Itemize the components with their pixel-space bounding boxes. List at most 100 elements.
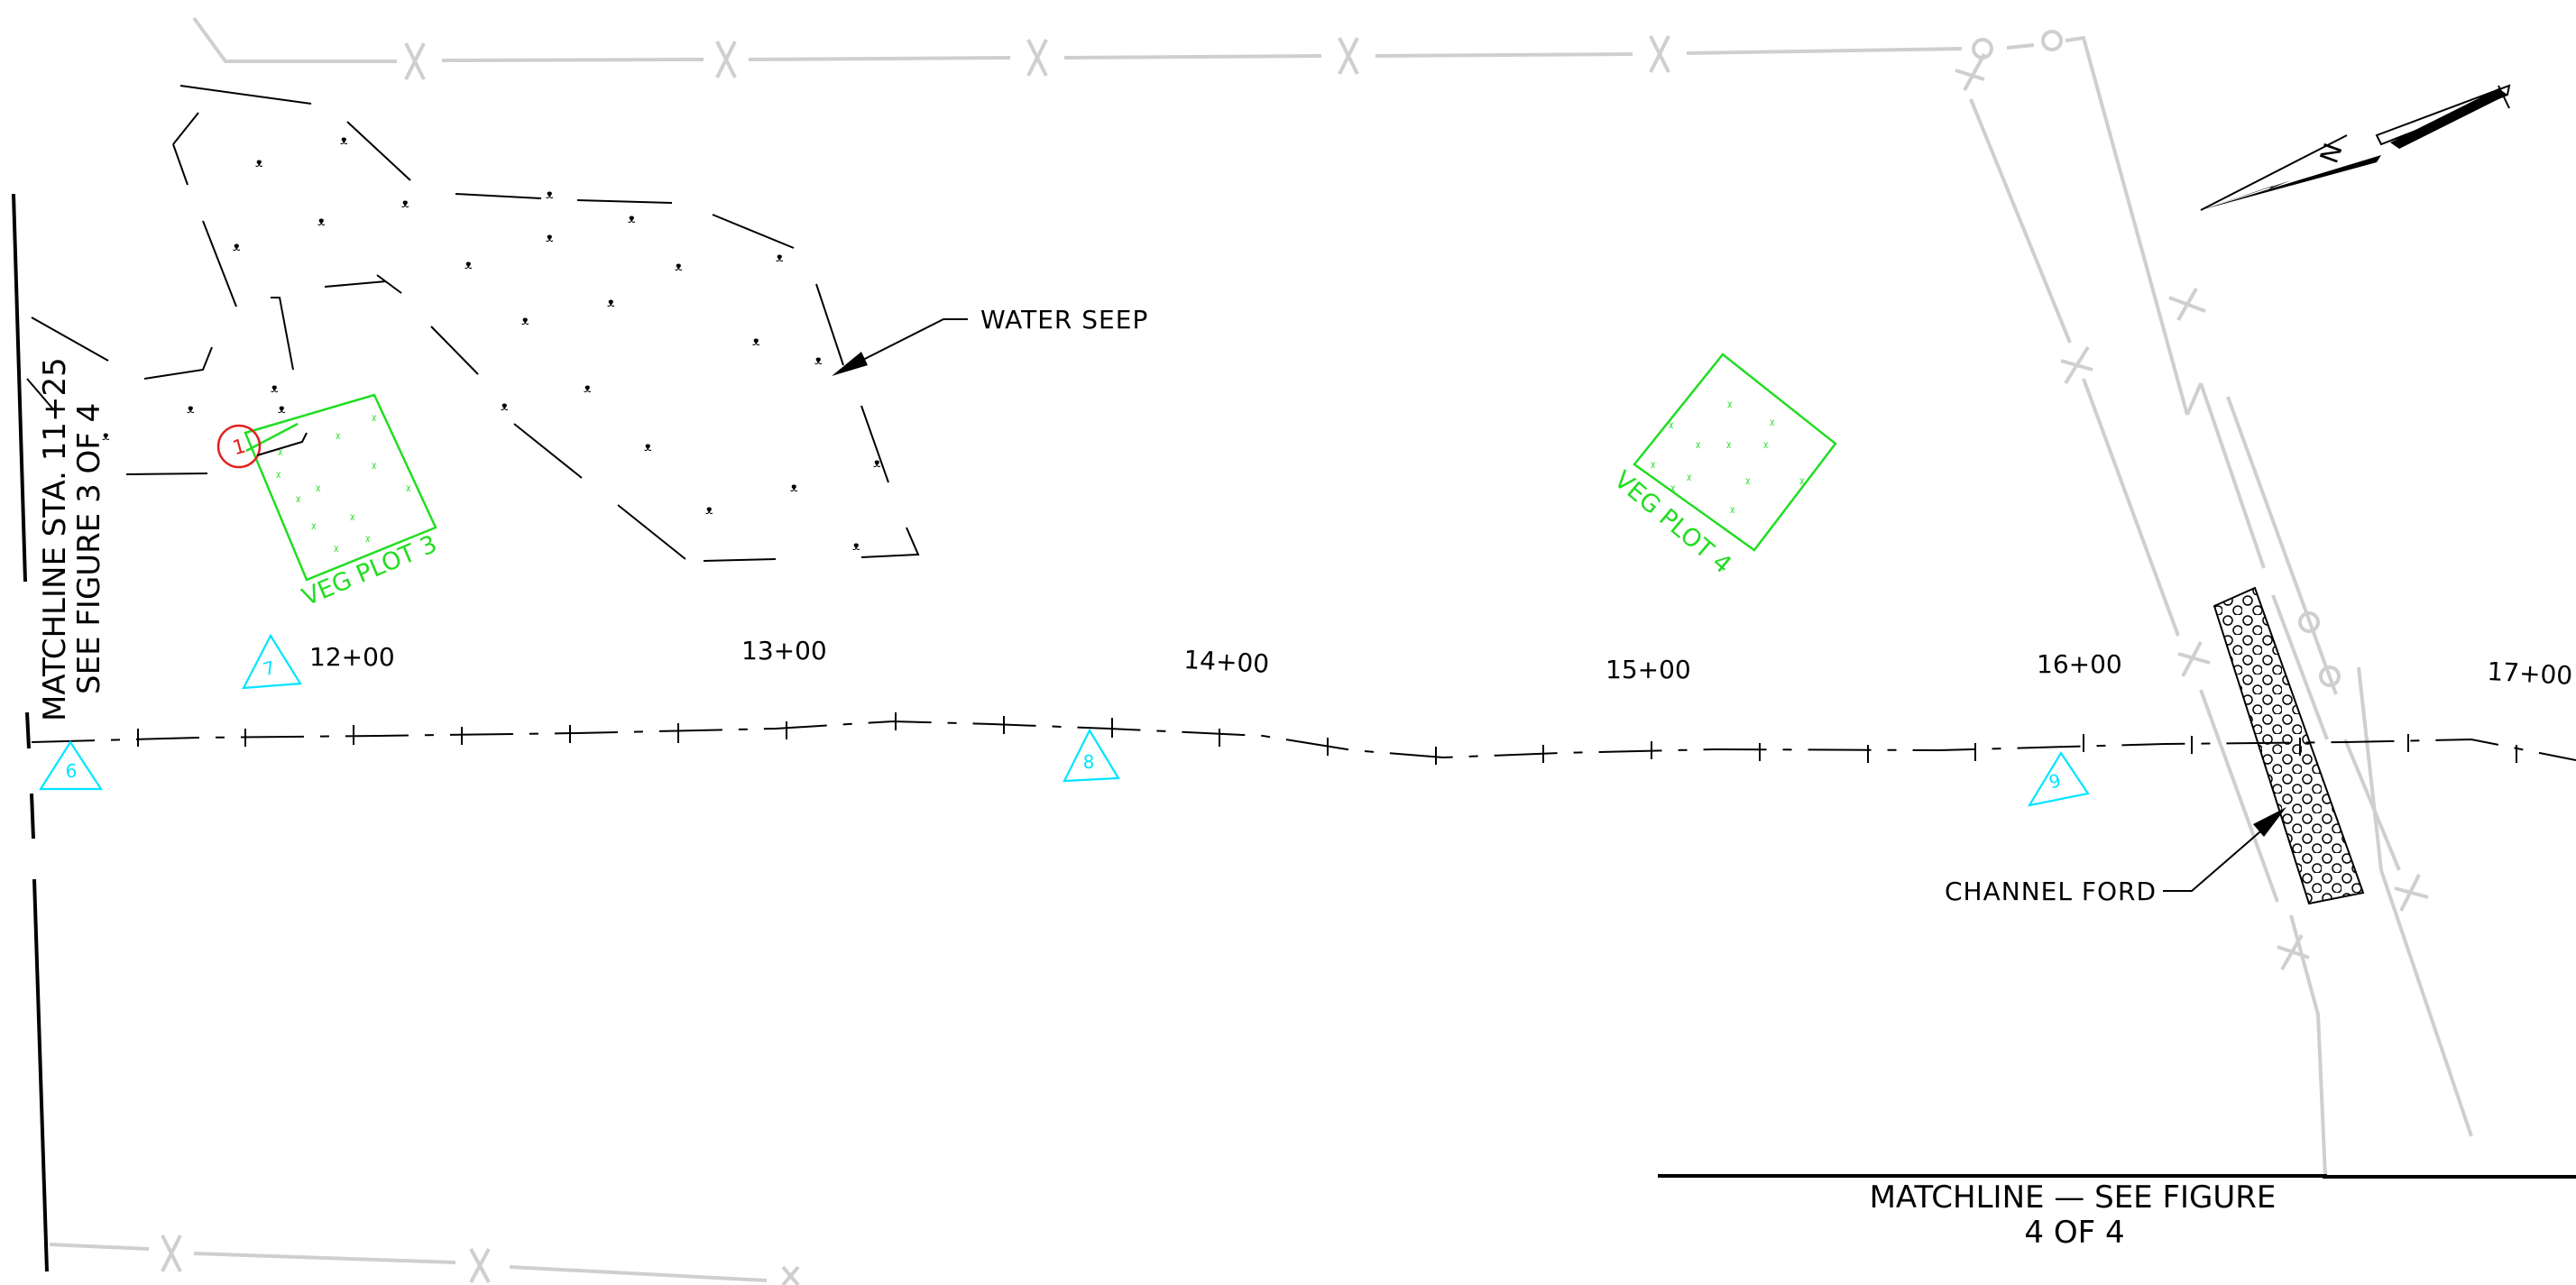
channel-ford — [2213, 586, 2365, 905]
fence-x-mark — [2394, 874, 2429, 912]
marker-1-circle — [216, 424, 262, 469]
svg-text:ᴥ: ᴥ — [340, 133, 348, 148]
station-label: 12+00 — [309, 642, 395, 672]
svg-text:ᴥ: ᴥ — [546, 188, 554, 202]
svg-text:ᵡ: ᵡ — [311, 519, 317, 536]
svg-text:ᴥ: ᴥ — [584, 381, 592, 396]
fence-x-mark — [1955, 53, 1986, 91]
channel-banks — [1955, 53, 2473, 1178]
svg-text:ᵡ: ᵡ — [296, 492, 301, 509]
svg-text:ᵡ: ᵡ — [278, 445, 283, 462]
fence-post-circle — [2298, 611, 2320, 633]
water-seep-label: WATER SEEP — [980, 305, 1148, 335]
station-label: 13+00 — [741, 636, 827, 665]
svg-text:ᵡ: ᵡ — [350, 510, 355, 527]
photo-point-7: 7 — [242, 633, 302, 690]
svg-text:ᴥ: ᴥ — [852, 539, 860, 554]
svg-text:7: 7 — [261, 656, 278, 680]
svg-text:ᴥ: ᴥ — [776, 251, 784, 265]
svg-text:ᵡ: ᵡ — [1696, 438, 1701, 454]
station-ticks — [137, 712, 2517, 765]
svg-text:ᴥ: ᴥ — [790, 481, 798, 495]
svg-text:ᴥ: ᴥ — [465, 258, 473, 272]
svg-text:6: 6 — [66, 760, 78, 782]
svg-text:9: 9 — [2047, 769, 2064, 793]
fence-x-mark — [715, 41, 737, 78]
svg-text:ᵡ: ᵡ — [1726, 438, 1732, 454]
station-label: 15+00 — [1605, 655, 1691, 684]
svg-text:ᴥ: ᴥ — [814, 353, 823, 368]
station-label: 16+00 — [2037, 649, 2122, 679]
matchline-bottom-line1: MATCHLINE — SEE FIGURE — [1870, 1179, 2277, 1216]
svg-text:ᴥ: ᴥ — [401, 197, 409, 211]
svg-text:ᵡ: ᵡ — [334, 542, 339, 558]
matchline-left-line2: SEE FIGURE 3 OF 4 — [71, 403, 107, 694]
photo-point-8: 8 — [1063, 728, 1120, 783]
stream-centerline — [31, 712, 2576, 765]
svg-text:ᴥ: ᴥ — [255, 156, 263, 170]
bottom-fence — [49, 1235, 800, 1285]
svg-text:ᵡ: ᵡ — [1763, 438, 1769, 454]
svg-text:ᴥ: ᴥ — [752, 335, 760, 349]
svg-text:ᴥ: ᴥ — [705, 503, 713, 518]
svg-text:ᴥ: ᴥ — [644, 440, 652, 454]
station-label: 14+00 — [1183, 645, 1270, 679]
fence-x-mark — [2277, 933, 2310, 971]
fence-x-mark — [2060, 345, 2093, 385]
svg-text:ᴥ: ᴥ — [233, 240, 241, 254]
fence-x-mark — [1338, 37, 1359, 75]
svg-text:ᵡ: ᵡ — [1745, 474, 1751, 491]
svg-text:ᴥ: ᴥ — [628, 212, 636, 226]
marker-1-leader — [256, 432, 308, 456]
svg-text:ᴥ: ᴥ — [501, 399, 509, 414]
left-matchline — [12, 193, 49, 1272]
north-arrow-icon: N — [2200, 84, 2511, 211]
fence-x-mark — [404, 42, 426, 80]
svg-text:ᴥ: ᴥ — [317, 215, 326, 229]
bottom-matchline — [1658, 1174, 2576, 1179]
svg-text:ᴥ: ᴥ — [102, 429, 110, 444]
fence-x-mark — [1026, 39, 1048, 77]
svg-text:ᵡ: ᵡ — [1727, 398, 1733, 414]
fence-x-mark — [2177, 641, 2211, 677]
fence-post-circle — [2319, 665, 2341, 687]
station-label: 17+00 — [2487, 656, 2573, 691]
svg-text:ᵡ: ᵡ — [365, 532, 371, 548]
svg-text:ᴥ: ᴥ — [675, 260, 683, 274]
svg-text:ᵡ: ᵡ — [1687, 471, 1692, 487]
svg-text:ᵡ: ᵡ — [406, 482, 411, 498]
svg-text:ᴥ: ᴥ — [873, 456, 881, 471]
photo-point-9: 9 — [2027, 750, 2090, 807]
svg-text:8: 8 — [1083, 751, 1095, 773]
water-seep-leader — [832, 318, 968, 376]
svg-text:ᵡ: ᵡ — [276, 468, 281, 484]
svg-text:ᵡ: ᵡ — [1670, 482, 1676, 498]
svg-text:ᵡ: ᵡ — [1730, 503, 1735, 519]
svg-text:ᵡ: ᵡ — [336, 429, 341, 445]
veg-plot-3: ᵡᵡᵡ ᵡᵡᵡ ᵡᵡᵡ ᵡᵡᵡ — [244, 393, 437, 582]
svg-text:ᴥ: ᴥ — [271, 381, 279, 396]
fence-x-mark — [161, 1235, 182, 1272]
fence-x-mark — [2168, 288, 2206, 321]
fence-x-mark — [469, 1248, 491, 1283]
fence-x-mark — [1649, 35, 1670, 73]
channel-ford-label: CHANNEL FORD — [1945, 877, 2157, 906]
svg-text:ᴥ: ᴥ — [278, 402, 286, 417]
svg-text:ᵡ: ᵡ — [1669, 418, 1674, 435]
photo-point-6: 6 — [38, 739, 104, 791]
svg-text:ᵡ: ᵡ — [372, 411, 377, 427]
svg-text:ᴥ: ᴥ — [187, 402, 195, 417]
svg-text:ᴥ: ᴥ — [546, 231, 554, 245]
svg-text:ᵡ: ᵡ — [316, 482, 321, 498]
matchline-left-line1: MATCHLINE STA. 11+25 — [37, 357, 73, 721]
matchline-bottom-line2: 4 OF 4 — [2024, 1215, 2124, 1251]
fence-x-mark — [781, 1265, 800, 1285]
channel-ford-leader — [2163, 807, 2286, 892]
top-fence — [192, 16, 2189, 416]
station-labels: 12+00 13+00 14+00 15+00 16+00 17+00 — [309, 636, 2573, 691]
marker-1-label: 1 — [230, 436, 248, 461]
